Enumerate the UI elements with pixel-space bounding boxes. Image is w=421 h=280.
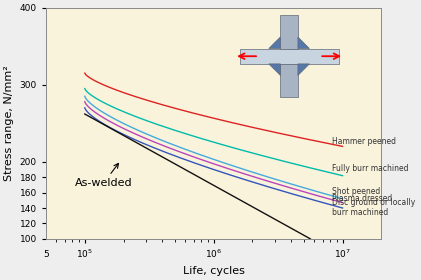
Text: Fully burr machined: Fully burr machined (332, 164, 409, 173)
Text: Disc ground or locally
burr machined: Disc ground or locally burr machined (332, 198, 416, 217)
Y-axis label: Stress range, N/mm²: Stress range, N/mm² (4, 66, 14, 181)
X-axis label: Life, cycles: Life, cycles (183, 266, 245, 276)
Text: 5: 5 (43, 250, 49, 259)
Text: Shot peened: Shot peened (332, 187, 381, 196)
Text: Plasma dressed: Plasma dressed (332, 193, 392, 202)
Text: As-welded: As-welded (75, 164, 132, 188)
Text: Hammer peened: Hammer peened (332, 137, 396, 146)
